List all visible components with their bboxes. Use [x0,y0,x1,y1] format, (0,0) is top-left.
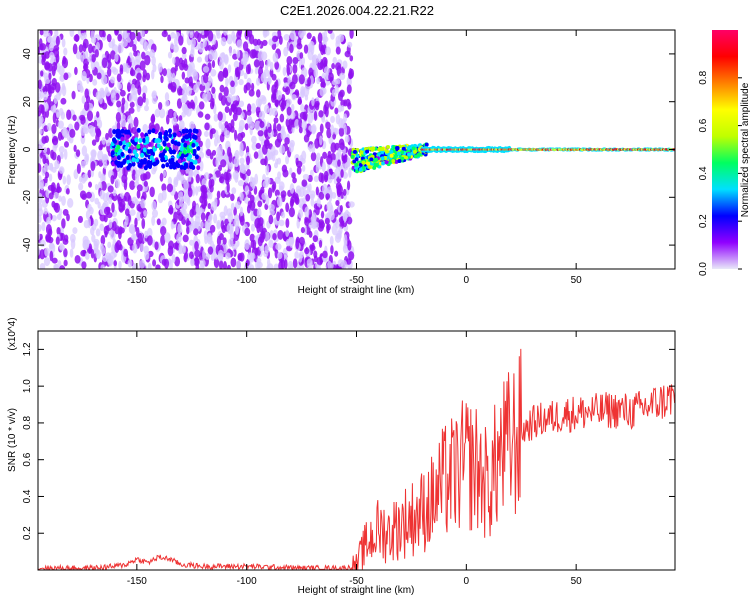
bottom-x-tick-label: -100 [237,576,257,587]
top-x-tick-label: -50 [349,275,364,286]
y-multiplier-label: (x10^4) [7,317,18,350]
bottom-x-tick-label: -50 [349,576,364,587]
colorbar-tick-label: 0.2 [698,214,709,228]
spectrogram-panel: -150 -100 -50 0 50 -40 -20 0 20 40 Height of str… [7,29,676,296]
top-x-tick-label: 50 [571,275,583,286]
colorbar-tick-label: 0.6 [698,118,709,132]
bottom-x-axis-label: Height of straight line (km) [298,585,415,596]
top-x-axis-label: Height of straight line (km) [298,285,415,296]
top-y-tick-label: 40 [22,48,33,60]
colorbar-label: Normalized spectral amplitude [740,82,750,217]
chart-title: C2E1.2026.004.22.21.R22 [280,3,434,18]
colorbar-gradient [712,30,738,269]
snr-panel: -150 -100 -50 0 50 0.2 0.4 0.6 0.8 1.0 1.2 Height… [7,317,676,596]
bottom-plot-frame [37,330,676,571]
colorbar-tick-label: 0.4 [698,166,709,180]
top-y-tick-label: 20 [22,96,33,108]
bottom-y-tick-label: 0.2 [22,526,33,540]
top-y-tick-label: -20 [22,190,33,205]
top-y-axis-label: Frequency (Hz) [7,116,18,185]
bottom-y-tick-label: 1.2 [22,342,33,356]
bottom-y-axis-label: SNR (10 * v/v) [7,408,18,472]
top-x-tick-label: 0 [464,275,470,286]
colorbar: 0.0 0.2 0.4 0.6 0.8 Normalized spectral ampl… [698,30,750,276]
bottom-x-tick-label: -150 [127,576,147,587]
colorbar-tick-label: 0.0 [698,262,709,276]
bottom-y-tick-label: 0.8 [22,416,33,430]
bottom-y-tick-label: 0.4 [22,489,33,503]
spectrogram-image [38,30,675,269]
colorbar-tick-label: 0.8 [698,70,709,84]
top-y-tick-label: -40 [22,237,33,252]
bottom-y-tick-label: 1.0 [22,379,33,393]
top-x-tick-label: -150 [127,275,147,286]
bottom-y-tick-label: 0.6 [22,452,33,466]
top-x-tick-label: -100 [237,275,257,286]
bottom-x-tick-label: 0 [464,576,470,587]
bottom-x-tick-label: 50 [571,576,583,587]
snr-series-line [38,348,675,570]
top-y-tick-label: 0 [22,146,33,152]
